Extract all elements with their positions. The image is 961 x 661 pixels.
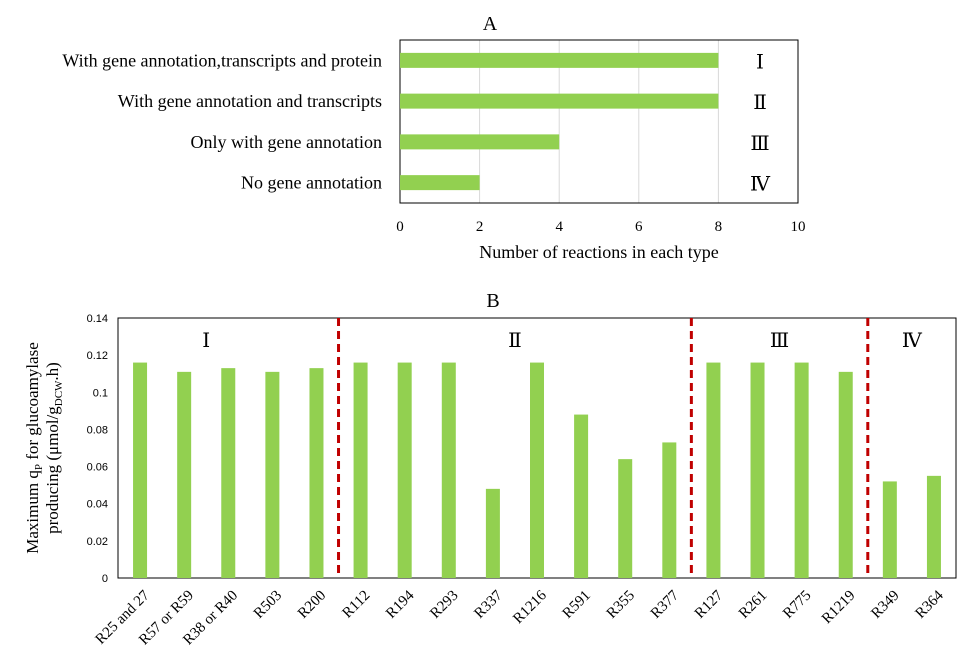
panel-b-x-tick-label: R337 <box>471 587 506 622</box>
panel-b-x-tick-label: R503 <box>251 588 285 622</box>
panel-b-group-labels: Ⅰ Ⅱ Ⅲ Ⅳ <box>202 330 923 352</box>
panel-b-bar <box>221 368 236 578</box>
panel-b-group-label: Ⅱ <box>508 330 522 352</box>
panel-b-x-tick-label: R127 <box>692 587 727 622</box>
panel-b-bar <box>441 362 456 578</box>
panel-a-x-tick-label: 10 <box>791 219 806 235</box>
panel-b-bar <box>618 459 633 578</box>
panel-a-x-tick-label: 0 <box>396 219 404 235</box>
panel-b-x-tick-label: R293 <box>427 588 461 622</box>
panel-b-x-tick-label: R194 <box>383 587 418 622</box>
panel-b-x-tick-label: R1219 <box>819 588 859 628</box>
panel-b-y-tick-label: 0.1 <box>93 387 108 399</box>
panel-b-bar <box>750 362 765 578</box>
panel-b-x-tick-label: R591 <box>560 588 594 622</box>
panel-a-category-label: No gene annotation <box>241 173 382 193</box>
panel-b-x-tick-label: R112 <box>339 588 373 622</box>
panel-b-y-tick-label: 0.02 <box>87 536 108 548</box>
panel-b-x-tick-label: R349 <box>868 588 902 622</box>
panel-b-y-tick-label: 0.14 <box>87 313 108 325</box>
panel-a-bar <box>400 134 560 150</box>
panel-b-x-tick-label: R355 <box>604 588 638 622</box>
panel-a-bar <box>400 175 480 191</box>
panel-b-bar <box>662 442 677 578</box>
panel-a-title: A <box>483 13 498 35</box>
y-axis-label-line-2: producing (μmol/gDCW.h) <box>43 362 65 534</box>
panel-a-type-label: Ⅰ <box>756 51 764 73</box>
panel-b-bar <box>265 371 280 578</box>
panel-b-bar <box>353 362 368 578</box>
panel-b-group-label: Ⅳ <box>902 330 923 352</box>
panel-b-title: B <box>486 290 499 312</box>
panel-a-type-label: Ⅲ <box>750 133 769 155</box>
panel-a-plot-frame <box>399 39 799 204</box>
panel-b-bar <box>838 371 853 578</box>
panel-b-y-tick-label: 0.06 <box>87 462 108 474</box>
panel-b-bar <box>485 488 500 578</box>
panel-a-x-tick-label: 6 <box>635 219 643 235</box>
panel-a-category-label: With gene annotation and transcripts <box>118 91 382 111</box>
panel-a-type-labels: Ⅰ Ⅱ Ⅲ Ⅳ <box>750 51 771 195</box>
panel-b-y-tick-labels: 0 0.02 0.04 0.06 0.08 0.1 0.12 0.14 <box>87 313 108 585</box>
panel-a-type-label: Ⅱ <box>753 92 767 114</box>
panel-b-x-tick-label: R377 <box>648 587 683 622</box>
panel-b-y-axis-label: Maximum qP for glucoamylase producing (μ… <box>23 342 65 554</box>
panel-a-bar <box>400 93 719 109</box>
panel-a-category-labels: With gene annotation,transcripts and pro… <box>62 50 382 192</box>
panel-b-bar <box>309 368 324 578</box>
panel-a-x-tick-label: 8 <box>715 219 723 235</box>
panel-b-y-tick-label: 0.08 <box>87 424 108 436</box>
panel-a-x-tick-label: 2 <box>476 219 484 235</box>
panel-a-category-label: With gene annotation,transcripts and pro… <box>62 50 382 70</box>
panel-b-bar <box>574 414 589 578</box>
panel-b-x-tick-label: R261 <box>736 588 770 622</box>
panel-b-bar <box>133 362 148 578</box>
panel-a-chart: A With gene annotation,transcripts and p… <box>62 13 805 262</box>
panel-a-bars <box>400 52 719 191</box>
panel-b-y-tick-label: 0.12 <box>87 350 108 362</box>
panel-b-bar <box>706 362 721 578</box>
panel-b-bar <box>926 475 941 578</box>
panel-b-bar <box>530 362 544 578</box>
panel-a-x-axis-label: Number of reactions in each type <box>479 242 718 262</box>
panel-b-x-tick-label: R1216 <box>510 587 550 627</box>
y-axis-label-line-1: Maximum qP for glucoamylase <box>23 342 45 554</box>
panel-a-bar <box>400 52 719 68</box>
panel-a-x-tick-labels: 0 2 4 6 8 10 <box>396 219 805 235</box>
panel-b-group-label: Ⅲ <box>770 330 789 352</box>
panel-b-group-label: Ⅰ <box>202 330 210 352</box>
panel-a-x-tick-label: 4 <box>555 219 563 235</box>
panel-b-x-tick-label: R200 <box>295 588 329 622</box>
panel-b-bar <box>794 362 809 578</box>
panel-a-category-label: Only with gene annotation <box>191 132 382 152</box>
panel-b-bar <box>397 362 412 578</box>
panel-b-x-tick-label: R775 <box>780 588 814 622</box>
panel-b-bar <box>882 481 897 578</box>
panel-b-y-tick-label: 0.04 <box>87 499 108 511</box>
panel-b-bars <box>133 362 941 578</box>
panel-b-y-tick-label: 0 <box>102 573 108 585</box>
panel-b-x-tick-label: R364 <box>912 587 947 622</box>
panel-b-group-dividers <box>337 318 870 578</box>
panel-a-type-label: Ⅳ <box>750 174 771 196</box>
panel-b-bar <box>177 371 192 578</box>
